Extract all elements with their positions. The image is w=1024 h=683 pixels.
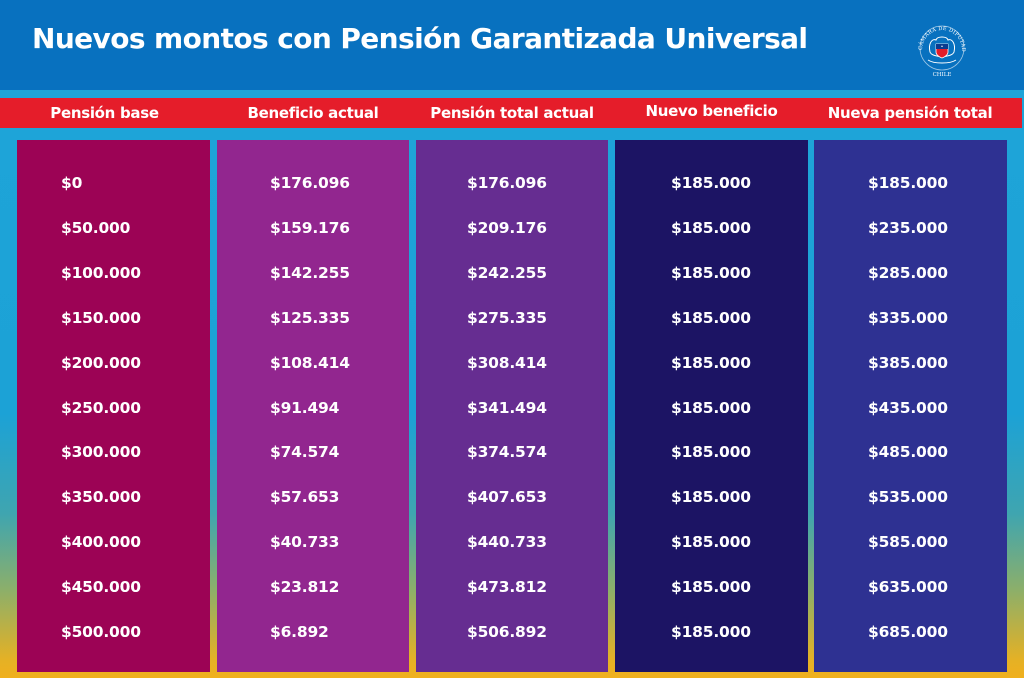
cell-nueva-pension-total: $235.000 [868,218,948,237]
cell-nuevo-beneficio: $185.000 [671,533,751,552]
cell-nuevo-beneficio: $185.000 [671,308,751,327]
cell-beneficio-actual: $57.653 [270,488,340,507]
cell-pension-base: $350.000 [61,488,141,507]
cell-nuevo-beneficio: $185.000 [671,218,751,237]
column-header-pension-total-actual: Pensión total actual [430,104,594,122]
column-header-nueva-pension-total: Nueva pensión total [827,104,993,122]
cell-nueva-pension-total: $585.000 [868,533,948,552]
camara-seal-icon: CÁMARA DE DIPUTADAS Y DIPUTADOS CHILE [903,10,978,80]
cell-nueva-pension-total: $385.000 [868,353,948,372]
column-header-beneficio-actual: Beneficio actual [247,104,379,122]
cell-pension-base: $0 [61,174,83,192]
cell-pension-total-actual: $308.414 [467,353,547,372]
column-nueva-pension-total [814,140,1007,672]
cell-beneficio-actual: $23.812 [270,578,340,597]
page-title: Nuevos montos con Pensión Garantizada Un… [32,22,808,55]
cell-pension-base: $300.000 [61,443,141,462]
cell-pension-total-actual: $275.335 [467,308,547,327]
cell-pension-total-actual: $341.494 [467,398,547,417]
cell-beneficio-actual: $40.733 [270,533,340,552]
cell-pension-total-actual: $374.574 [467,443,547,462]
cell-nuevo-beneficio: $185.000 [671,263,751,282]
cell-nueva-pension-total: $685.000 [868,623,948,641]
cell-pension-base: $500.000 [61,623,141,641]
cell-pension-base: $450.000 [61,578,141,597]
cell-nueva-pension-total: $485.000 [868,443,948,462]
cell-pension-total-actual: $176.096 [467,174,547,192]
cell-nueva-pension-total: $185.000 [868,174,948,192]
cell-pension-base: $150.000 [61,308,141,327]
cell-pension-base: $400.000 [61,533,141,552]
column-nuevo-beneficio [615,140,808,672]
cell-pension-base: $250.000 [61,398,141,417]
cell-pension-total-actual: $440.733 [467,533,547,552]
cell-beneficio-actual: $159.176 [270,218,350,237]
column-beneficio-actual [217,140,409,672]
cell-nuevo-beneficio: $185.000 [671,353,751,372]
cell-nueva-pension-total: $535.000 [868,488,948,507]
header-banner: Nuevos montos con Pensión Garantizada Un… [0,0,1024,90]
cell-nuevo-beneficio: $185.000 [671,623,751,641]
cell-pension-total-actual: $242.255 [467,263,547,282]
column-header-pension-base: Pensión base [50,104,159,122]
cell-beneficio-actual: $108.414 [270,353,350,372]
column-header-bar [0,98,1022,128]
cell-beneficio-actual: $125.335 [270,308,350,327]
cell-pension-total-actual: $407.653 [467,488,547,507]
cell-nueva-pension-total: $335.000 [868,308,948,327]
cell-pension-base: $100.000 [61,263,141,282]
cell-beneficio-actual: $91.494 [270,398,340,417]
column-pension-total-actual [416,140,608,672]
cell-nuevo-beneficio: $185.000 [671,578,751,597]
cell-nueva-pension-total: $635.000 [868,578,948,597]
svg-text:CHILE: CHILE [933,72,952,78]
cell-nuevo-beneficio: $185.000 [671,174,751,192]
cell-beneficio-actual: $176.096 [270,174,350,192]
cell-beneficio-actual: $6.892 [270,623,329,641]
cell-pension-total-actual: $209.176 [467,218,547,237]
cell-nuevo-beneficio: $185.000 [671,443,751,462]
cell-pension-total-actual: $473.812 [467,578,547,597]
cell-nuevo-beneficio: $185.000 [671,398,751,417]
cell-nuevo-beneficio: $185.000 [671,488,751,507]
cell-pension-base: $50.000 [61,218,131,237]
cell-beneficio-actual: $74.574 [270,443,340,462]
cell-pension-base: $200.000 [61,353,141,372]
cell-pension-total-actual: $506.892 [467,623,547,641]
column-header-nuevo-beneficio: Nuevo beneficio [645,102,778,120]
cell-beneficio-actual: $142.255 [270,263,350,282]
cell-nueva-pension-total: $435.000 [868,398,948,417]
cell-nueva-pension-total: $285.000 [868,263,948,282]
column-pension-base [17,140,210,672]
